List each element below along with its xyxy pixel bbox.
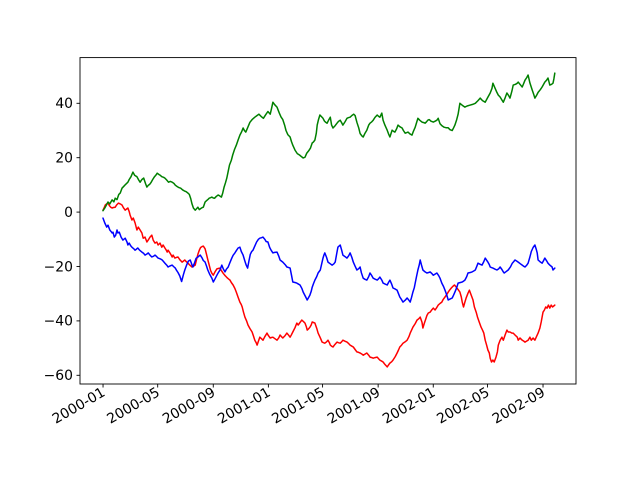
y-tick-label: 40 — [55, 96, 73, 112]
y-tick-label: −20 — [44, 259, 73, 275]
plot-border — [79, 57, 577, 385]
y-tick-label: 20 — [55, 150, 73, 166]
series-line-blue — [102, 217, 556, 303]
series-line-red — [102, 202, 556, 368]
y-tick-label: 0 — [64, 205, 73, 221]
y-tick-label: −60 — [44, 368, 73, 384]
y-tick-label: −40 — [44, 314, 73, 330]
series-line-green — [102, 72, 556, 212]
